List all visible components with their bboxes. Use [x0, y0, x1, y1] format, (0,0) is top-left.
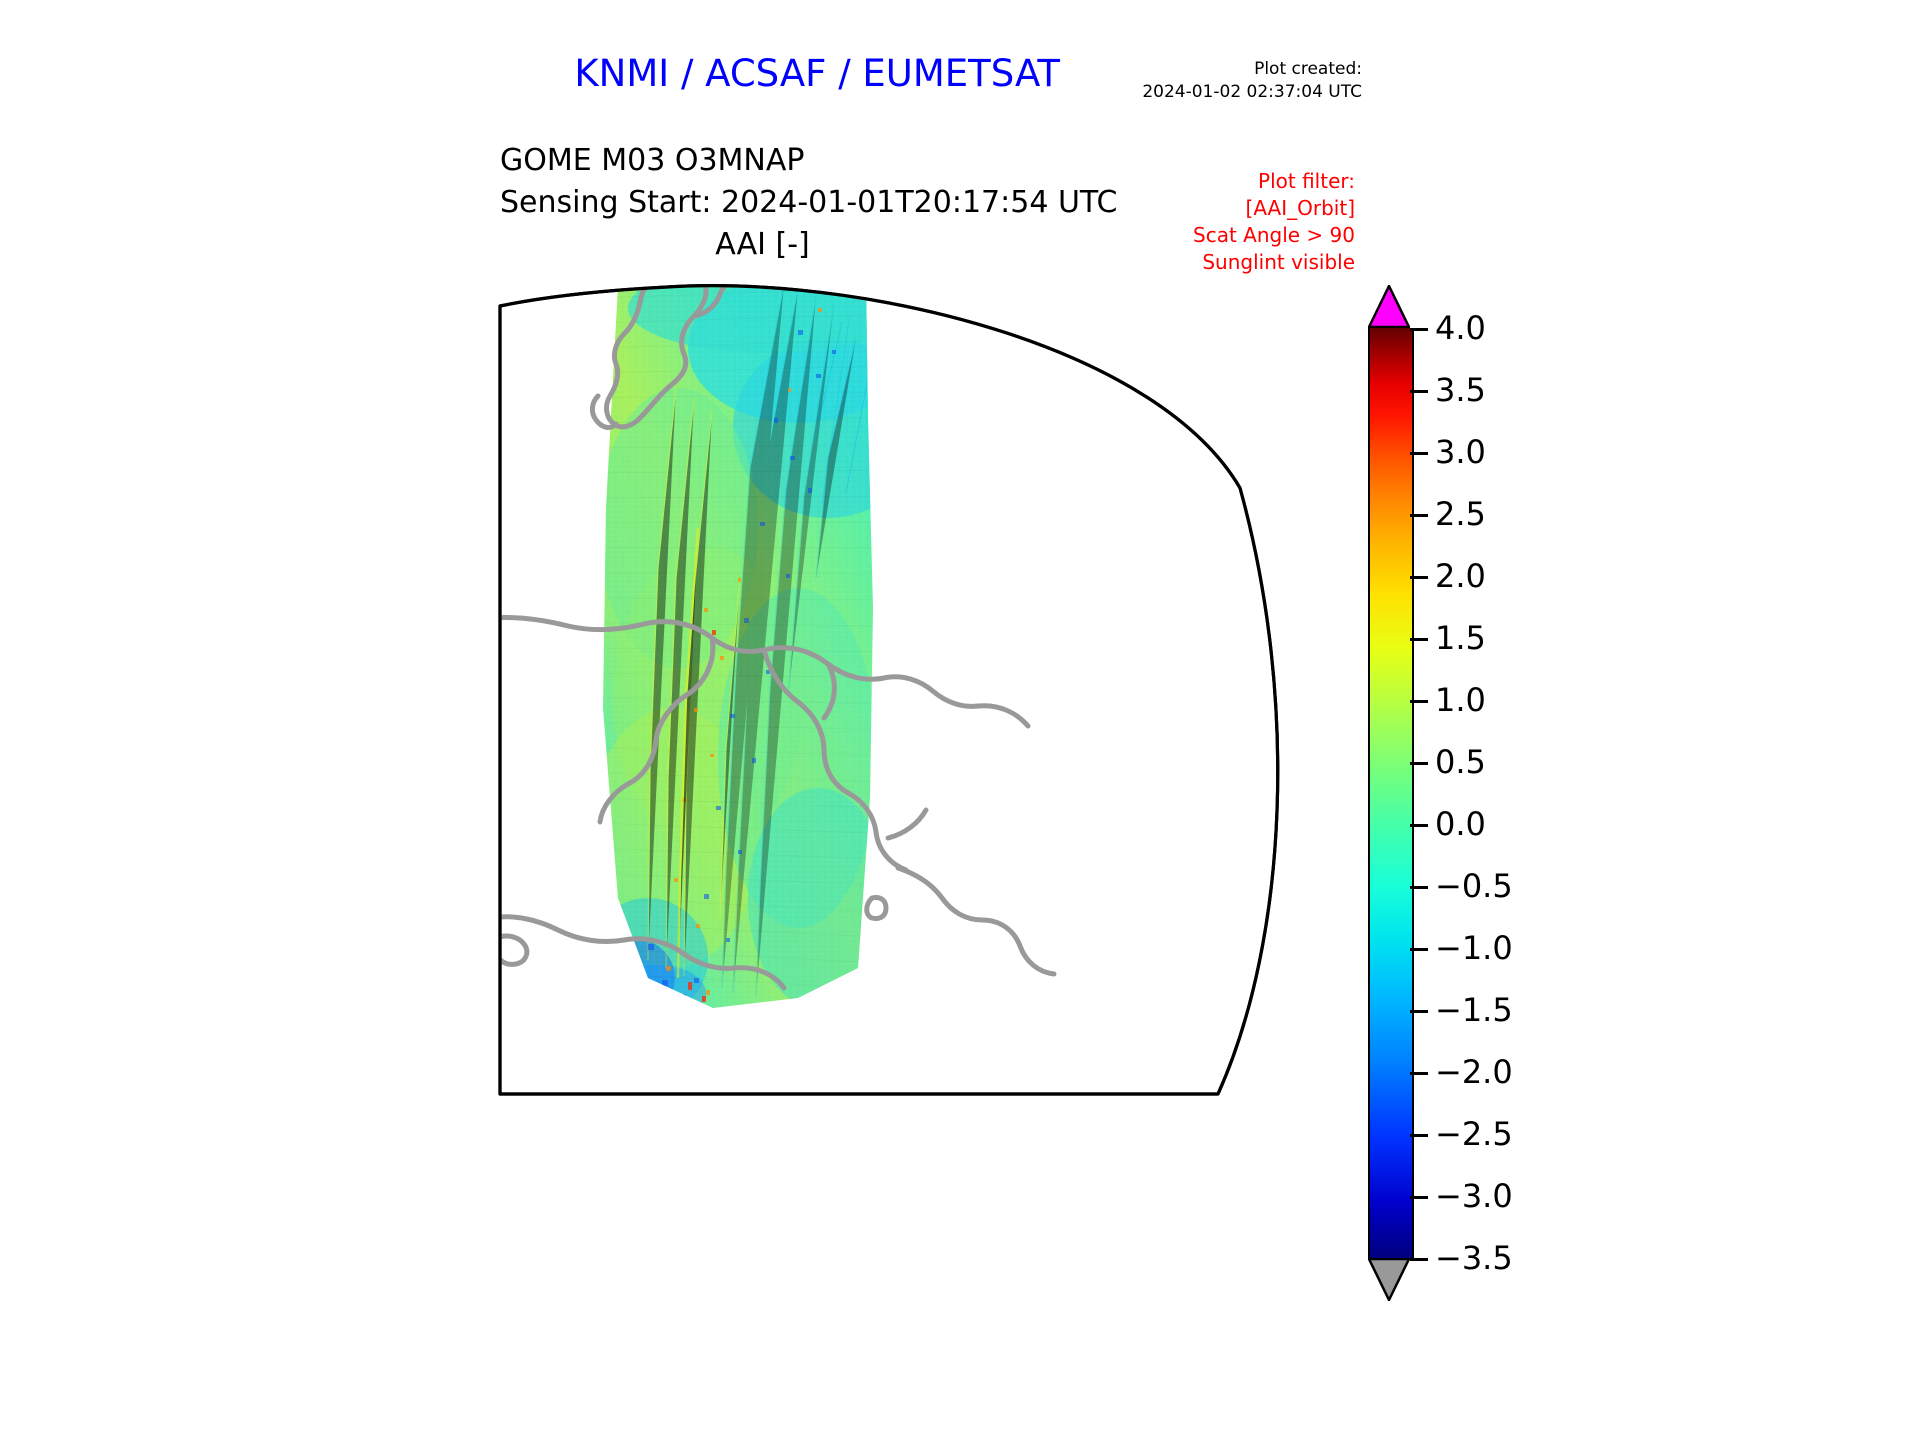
colorbar-tick-mark — [1410, 328, 1428, 331]
colorbar-tick-label: −3.5 — [1435, 1239, 1513, 1277]
colorbar-tick-mark — [1410, 762, 1428, 765]
colorbar-tick-label: 1.0 — [1435, 681, 1486, 719]
colorbar-tick-label: 0.0 — [1435, 804, 1486, 843]
plot-filter-note: Sunglint visible — [1202, 250, 1355, 274]
colorbar-tick-mark — [1410, 1072, 1428, 1075]
colorbar-tick-label: 3.0 — [1435, 432, 1486, 471]
map-panel — [498, 278, 1328, 1118]
colorbar-tick-label: −0.5 — [1435, 867, 1513, 905]
colorbar-tick-mark — [1410, 886, 1428, 889]
colorbar: 4.0 3.5 3.0 2.5 2.0 1.5 1.0 0.5 0.0 −0.5 −1.0 −1.5 −… — [1355, 285, 1605, 1301]
sensing-start-title: Sensing Start: 2024-01-01T20:17:54 UTC — [500, 185, 1118, 220]
colorbar-tick-label: −2.0 — [1435, 1053, 1513, 1091]
plot-filter-block: Plot filter: [AAI_Orbit] Scat Angle > 90… — [1130, 168, 1355, 276]
plot-created-label: Plot created: — [1254, 59, 1362, 79]
colorbar-tick-mark — [1410, 823, 1428, 827]
plot-filter-condition: Scat Angle > 90 — [1193, 223, 1355, 247]
colorbar-tick-mark — [1410, 1195, 1428, 1199]
quantity-title: AAI [-] — [715, 227, 810, 262]
colorbar-tick-mark — [1410, 637, 1428, 641]
colorbar-tick-mark — [1410, 1134, 1428, 1137]
colorbar-tick-label: 2.5 — [1435, 495, 1486, 533]
map-canvas — [498, 284, 1280, 1096]
colorbar-under-arrow — [1368, 1258, 1410, 1301]
organisation-title: KNMI / ACSAF / EUMETSAT — [574, 52, 1060, 95]
colorbar-tick-mark — [1410, 700, 1428, 703]
colorbar-tick-label: 3.5 — [1435, 371, 1486, 409]
instrument-title: GOME M03 O3MNAP — [500, 143, 805, 178]
colorbar-tick-label: −1.0 — [1435, 929, 1513, 967]
map-frame-outline — [498, 284, 1280, 1096]
colorbar-tick-label: 2.0 — [1435, 557, 1486, 595]
colorbar-tick-label: −1.5 — [1435, 990, 1513, 1029]
colorbar-tick-label: 1.5 — [1435, 618, 1486, 657]
colorbar-tick-label: 4.0 — [1435, 309, 1486, 347]
colorbar-tick-mark — [1410, 451, 1428, 455]
colorbar-tick-mark — [1410, 514, 1428, 517]
plot-filter-name: [AAI_Orbit] — [1245, 196, 1355, 220]
colorbar-over-arrow — [1368, 285, 1410, 328]
colorbar-tick-label: −3.0 — [1435, 1176, 1513, 1215]
plot-title-block: GOME M03 O3MNAP Sensing Start: 2024-01-0… — [0, 140, 1195, 266]
colorbar-tick-mark — [1410, 948, 1428, 951]
plot-created-block: Plot created: 2024-01-02 02:37:04 UTC — [1062, 58, 1362, 104]
coastline-layer — [500, 285, 1057, 991]
colorbar-tick-label: 0.5 — [1435, 743, 1486, 781]
plot-filter-label: Plot filter: — [1258, 169, 1355, 193]
colorbar-tick-mark — [1410, 390, 1428, 393]
colorbar-tick-mark — [1410, 1009, 1428, 1013]
colorbar-gradient — [1368, 328, 1414, 1258]
colorbar-tick-mark — [1410, 576, 1428, 579]
plot-created-timestamp: 2024-01-02 02:37:04 UTC — [1142, 82, 1362, 102]
colorbar-tick-mark — [1410, 1258, 1428, 1261]
colorbar-tick-label: −2.5 — [1435, 1115, 1513, 1153]
